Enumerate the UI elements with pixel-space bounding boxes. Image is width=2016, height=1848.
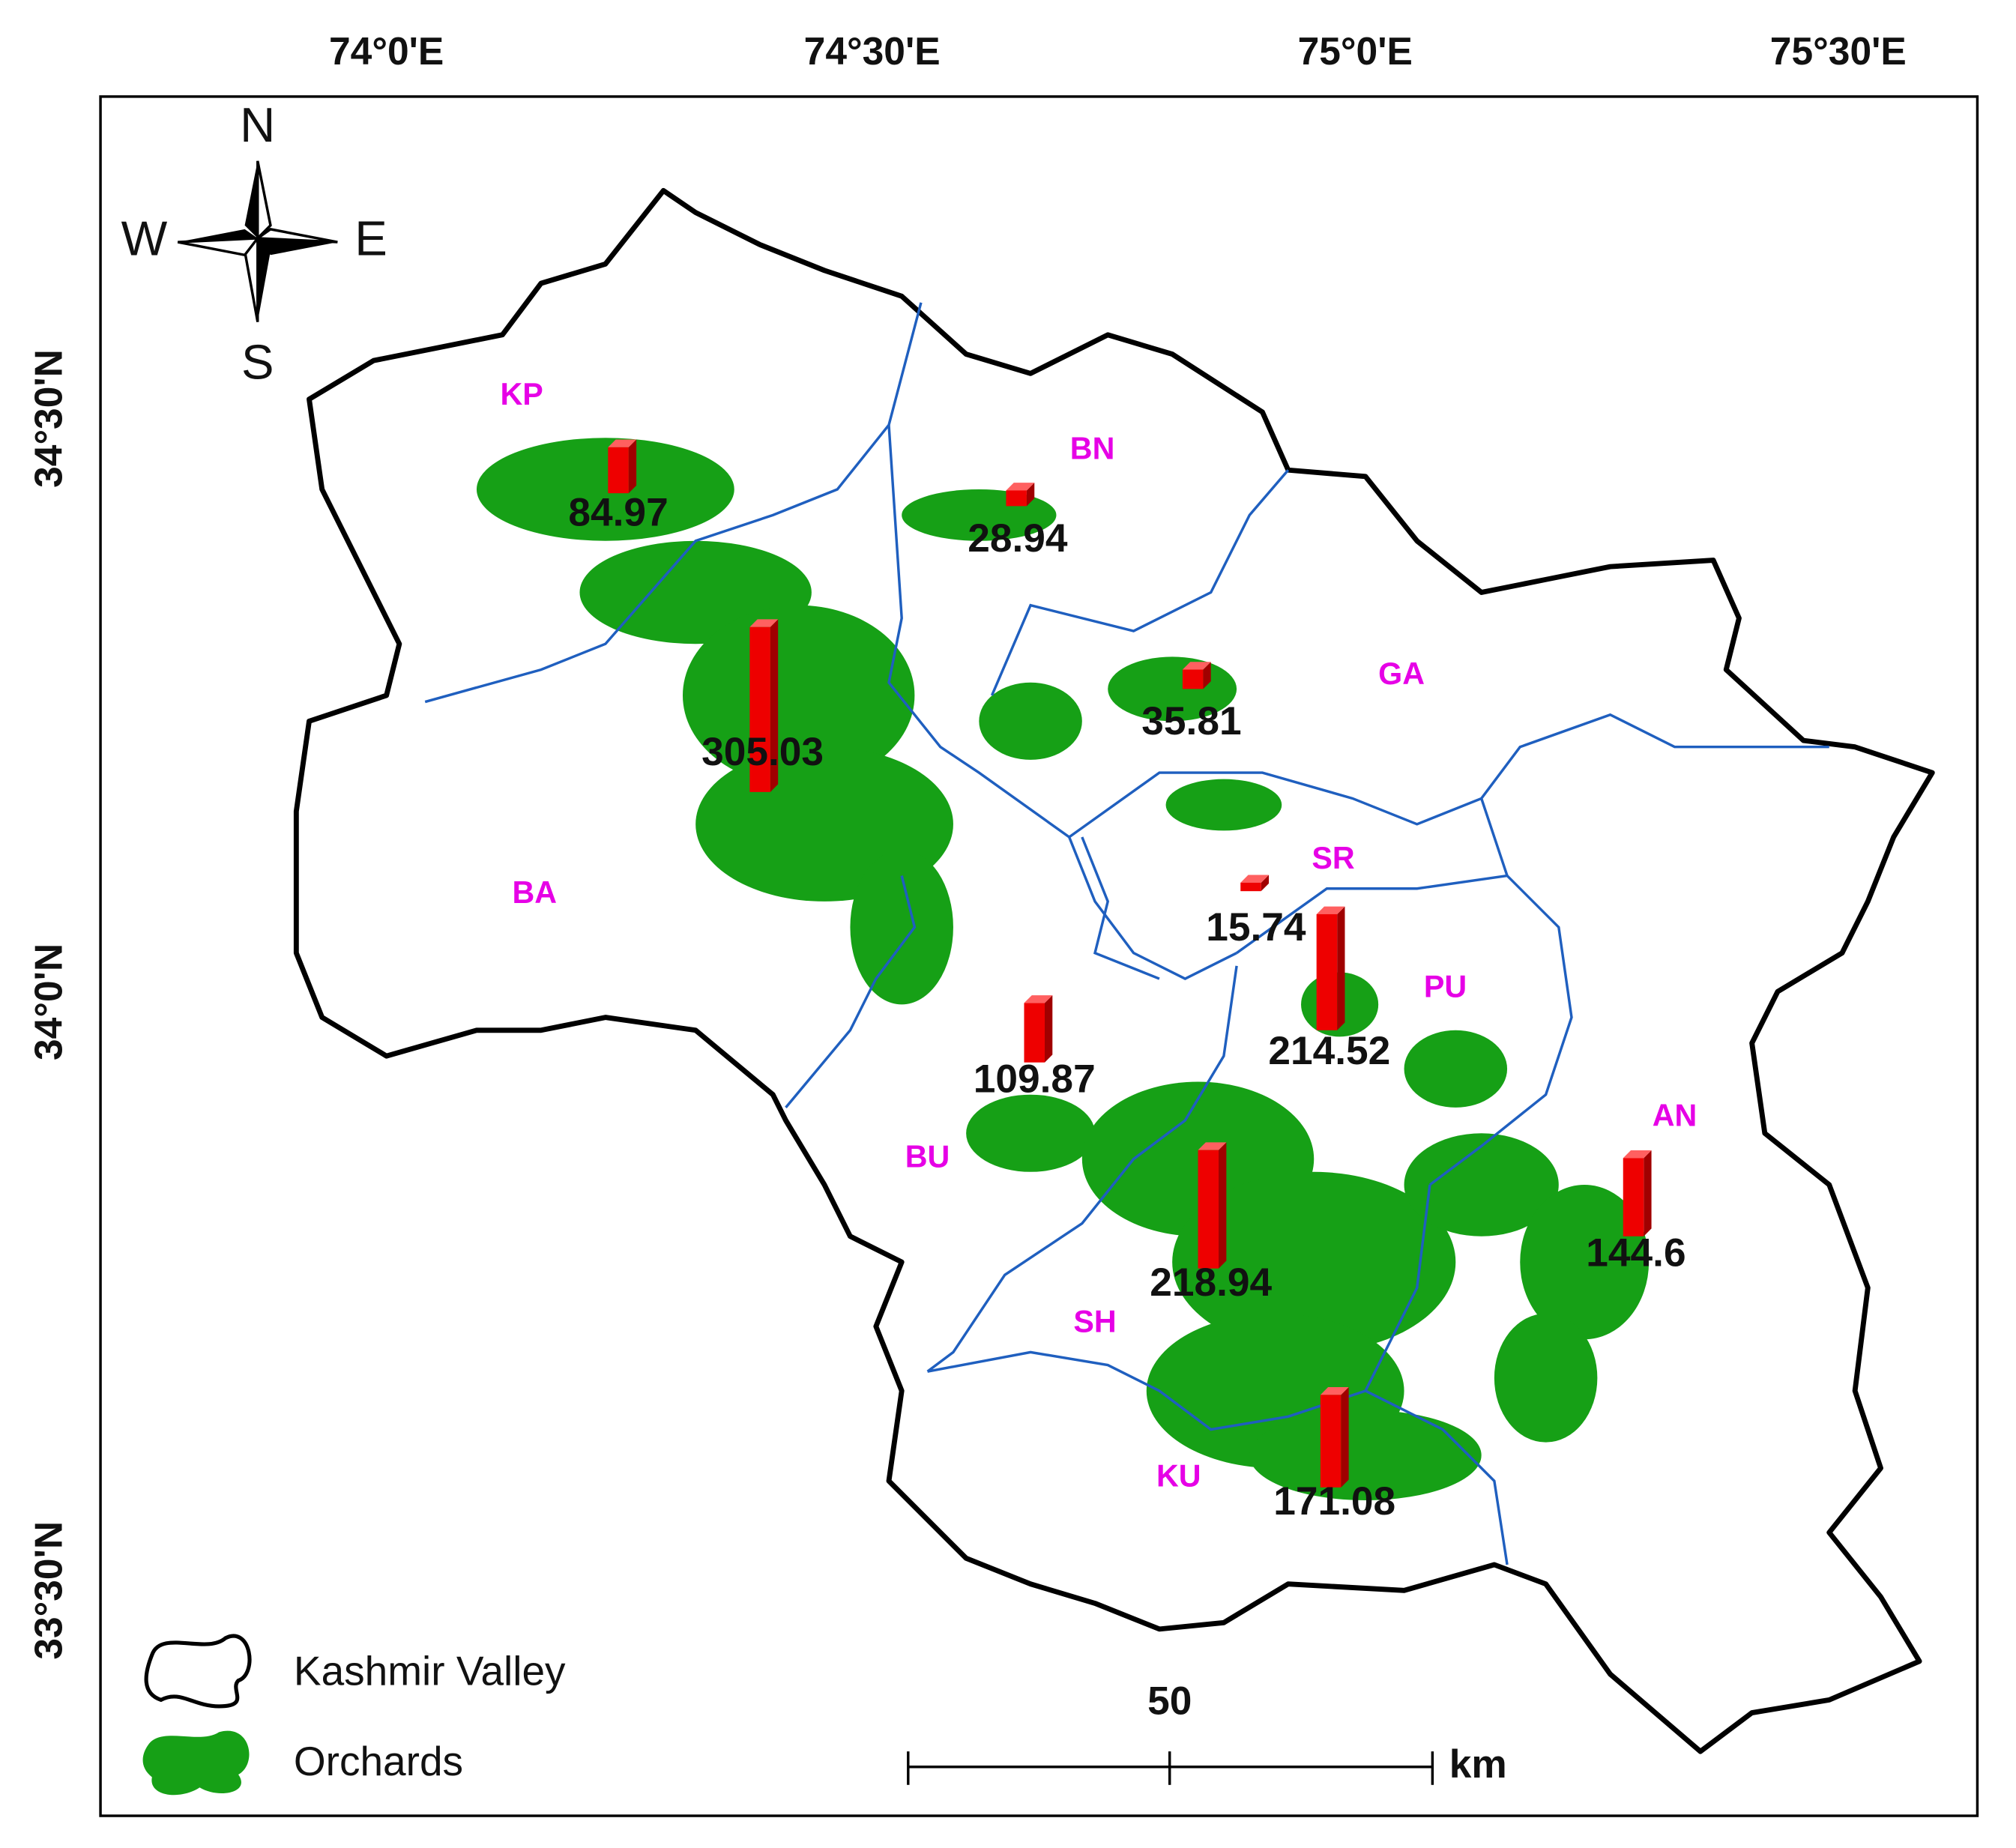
value-label: 171.08: [1273, 1479, 1395, 1524]
bar-side: [1219, 1142, 1227, 1269]
longitude-label: 75°30'E: [1770, 29, 1907, 73]
bar: [749, 626, 770, 792]
legend: Kashmir Valley Orchards: [142, 1634, 566, 1796]
bar: [1316, 914, 1338, 1030]
bar-top: [749, 619, 779, 627]
longitude-label: 74°30'E: [804, 29, 941, 73]
bar-side: [1261, 875, 1270, 892]
value-label: 35.81: [1141, 699, 1241, 743]
scale-unit: km: [1449, 1742, 1507, 1787]
value-label: 84.97: [568, 490, 668, 534]
compass-north: N: [240, 97, 275, 152]
value-label: 305.03: [701, 730, 824, 774]
bar-side: [1341, 1387, 1349, 1488]
compass-east: E: [354, 211, 387, 265]
value-label: 28.94: [968, 516, 1068, 561]
value-label: 218.94: [1150, 1260, 1272, 1305]
bar-side: [1026, 483, 1035, 507]
compass-west: W: [121, 211, 168, 265]
bar-side: [770, 619, 779, 792]
bar-side: [1644, 1150, 1652, 1236]
district-boundaries: [424, 302, 1829, 1565]
scale-label: 50: [1147, 1679, 1192, 1724]
district-code: KU: [1156, 1459, 1201, 1494]
bar: [1006, 490, 1027, 507]
bar-top: [1198, 1142, 1227, 1150]
bar-top: [1316, 906, 1345, 914]
latitude-label: 33°30'N: [26, 1521, 70, 1660]
latitude-label: 34°0'N: [26, 943, 70, 1060]
value-label: 214.52: [1268, 1029, 1390, 1073]
district-code: BU: [905, 1140, 950, 1174]
district-code: PU: [1424, 970, 1467, 1004]
district-code: GA: [1378, 656, 1425, 691]
longitude-label: 75°0'E: [1298, 29, 1413, 73]
bar: [608, 447, 629, 494]
district-code: AN: [1653, 1099, 1697, 1133]
bar: [1024, 1003, 1045, 1063]
legend-label: Kashmir Valley: [294, 1648, 566, 1694]
bar-top: [1623, 1150, 1652, 1159]
bar: [1320, 1395, 1342, 1488]
district-code: KP: [500, 377, 543, 411]
bar-top: [1006, 483, 1035, 491]
legend-valley-symbol: [144, 1634, 252, 1709]
map-frame: [99, 95, 1979, 1817]
legend-orchard-symbol: [142, 1730, 250, 1796]
bar-side: [628, 439, 637, 494]
value-label: 144.6: [1586, 1231, 1685, 1275]
bar-top: [1024, 995, 1053, 1003]
bar-side: [1203, 662, 1211, 689]
bar: [1623, 1158, 1644, 1236]
scale-bar: 50 km: [907, 1679, 1507, 1787]
bar-top: [1240, 875, 1270, 883]
latitude-label: 34°30'N: [26, 349, 70, 488]
district-code: SH: [1073, 1304, 1116, 1338]
bar-top: [608, 439, 637, 447]
legend-label: Orchards: [294, 1738, 463, 1784]
longitude-label: 74°0'E: [329, 29, 444, 73]
bar-side: [1044, 995, 1053, 1063]
value-label: 109.87: [974, 1057, 1096, 1102]
district-code: BN: [1070, 431, 1115, 465]
district-code: BA: [513, 875, 558, 910]
bar-top: [1182, 662, 1211, 670]
valley-boundary: [293, 187, 1935, 1754]
bar-top: [1320, 1387, 1349, 1395]
value-label: 15.74: [1206, 905, 1306, 949]
district-code: SR: [1312, 841, 1354, 875]
bar-side: [1337, 906, 1345, 1030]
bar: [1198, 1150, 1219, 1269]
bar: [1240, 882, 1261, 892]
north-arrow: N E S W: [121, 97, 387, 389]
compass-south: S: [241, 334, 274, 389]
bar: [1182, 669, 1204, 689]
